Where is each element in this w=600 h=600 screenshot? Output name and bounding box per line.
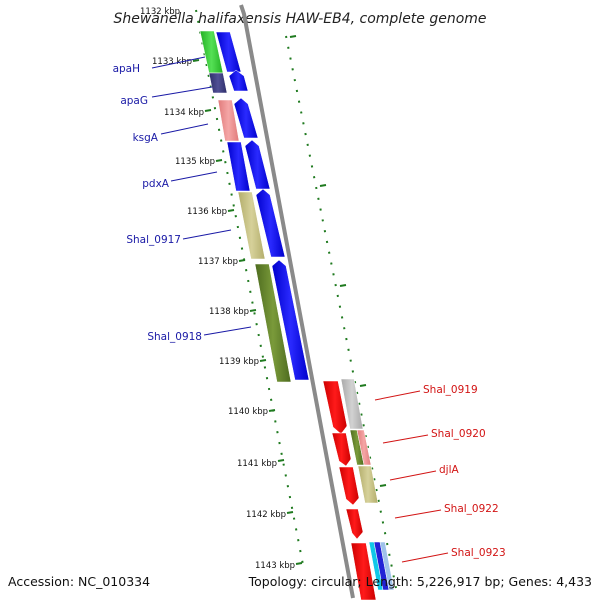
outer-tick-ring xyxy=(285,35,397,589)
backbone-line xyxy=(239,4,355,599)
gene-arrow-ksgA xyxy=(233,97,259,139)
outer-major-ticks xyxy=(289,35,387,487)
gene-arrow-Shal_0920 xyxy=(331,432,352,467)
gene-label-text[interactable]: Shal_0920 xyxy=(431,428,486,440)
kbp-tick-1: 1133 kbp xyxy=(152,57,200,67)
gene-label-Shal_0919[interactable]: Shal_0919 xyxy=(374,384,478,401)
accession-text: Accession: NC_010334 xyxy=(8,574,150,589)
gene-label-text[interactable]: Shal_0917 xyxy=(126,234,181,246)
cog-block-djlA xyxy=(357,465,379,504)
cog-block-Shal_0923-c xyxy=(379,541,395,591)
gene-label-text[interactable]: pdxA xyxy=(142,178,170,190)
gene-label-text[interactable]: apaG xyxy=(120,95,148,107)
kbp-label: 1133 kbp xyxy=(152,57,192,67)
gene-label-ksgA[interactable]: ksgA xyxy=(133,123,209,144)
cog-block-Shal_0919 xyxy=(340,378,364,430)
gene-arrow-Shal_0923 xyxy=(350,542,377,600)
gene-label-apaH[interactable]: apaH xyxy=(113,56,206,75)
gene-arrow-Shal_0917 xyxy=(255,188,286,258)
kbp-label: 1141 kbp xyxy=(237,459,277,469)
kbp-tick-2: 1134 kbp xyxy=(164,108,212,118)
gene-label-Shal_0922[interactable]: Shal_0922 xyxy=(394,503,499,519)
cog-blocks-left xyxy=(199,30,292,383)
gene-label-text[interactable]: Shal_0923 xyxy=(451,547,506,559)
gene-arrow-apaH xyxy=(215,31,242,73)
kbp-label: 1138 kbp xyxy=(209,307,249,317)
gene-label-text[interactable]: apaH xyxy=(113,63,140,75)
kbp-tick-10: 1142 kbp xyxy=(246,510,294,520)
kbp-label: 1142 kbp xyxy=(246,510,286,520)
cog-block-pdxA xyxy=(226,141,251,192)
gene-arrow-Shal_0922 xyxy=(345,508,364,540)
gene-label-Shal_0920[interactable]: Shal_0920 xyxy=(382,428,486,444)
gene-arrow-Shal_0919 xyxy=(322,380,348,435)
topology-text: Topology: circular; Length: 5,226,917 bp… xyxy=(248,574,592,589)
kbp-tick-8: 1140 kbp xyxy=(228,407,276,417)
kbp-tick-6: 1138 kbp xyxy=(209,307,257,317)
kbp-tick-3: 1135 kbp xyxy=(175,157,223,167)
gene-label-text[interactable]: Shal_0919 xyxy=(423,384,478,396)
reverse-genes xyxy=(322,380,377,600)
cog-block-apaG xyxy=(208,72,228,94)
cog-block-Shal_0917 xyxy=(237,191,266,260)
gene-label-Shal_0918[interactable]: Shal_0918 xyxy=(147,326,252,343)
kbp-tick-0: 1132 kbp xyxy=(140,7,180,17)
kbp-label: 1134 kbp xyxy=(164,108,204,118)
kbp-tick-11: 1143 kbp xyxy=(255,561,303,571)
kbp-label: 1135 kbp xyxy=(175,157,215,167)
gene-arrow-pdxA xyxy=(244,139,271,190)
kbp-tick-7: 1139 kbp xyxy=(219,357,267,367)
kbp-label: 1136 kbp xyxy=(187,207,227,217)
gene-label-Shal_0917[interactable]: Shal_0917 xyxy=(126,229,232,246)
kbp-tick-5: 1137 kbp xyxy=(198,257,246,267)
gene-label-djlA[interactable]: djlA xyxy=(389,464,459,481)
cog-block-ksgA xyxy=(217,99,240,142)
kbp-label: 1137 kbp xyxy=(198,257,238,267)
kbp-label: 1139 kbp xyxy=(219,357,259,367)
gene-label-Shal_0923[interactable]: Shal_0923 xyxy=(401,547,506,563)
gene-label-text[interactable]: Shal_0918 xyxy=(147,331,202,343)
gene-arrow-djlA xyxy=(338,466,360,506)
gene-label-apaG[interactable]: apaG xyxy=(120,86,213,107)
gene-arrow-Shal_0918 xyxy=(271,259,310,381)
kbp-tick-9: 1141 kbp xyxy=(237,459,285,469)
kbp-label: 1140 kbp xyxy=(228,407,268,417)
gene-arrow-apaG xyxy=(228,69,249,92)
cog-block-Shal_0918 xyxy=(254,263,292,383)
kbp-label: 1132 kbp xyxy=(140,7,180,17)
forward-genes xyxy=(215,31,310,381)
map-title: Shewanella halifaxensis HAW-EB4, complet… xyxy=(113,11,486,27)
kbp-label: 1143 kbp xyxy=(255,561,295,571)
gene-label-text[interactable]: djlA xyxy=(439,464,459,476)
cog-blocks-right xyxy=(340,378,395,591)
kbp-tick-4: 1136 kbp xyxy=(187,207,235,217)
cog-block-Shal_0920-b xyxy=(356,429,372,466)
gene-label-text[interactable]: Shal_0922 xyxy=(444,503,499,515)
gene-label-text[interactable]: ksgA xyxy=(133,132,159,144)
gene-label-pdxA[interactable]: pdxA xyxy=(142,171,218,190)
